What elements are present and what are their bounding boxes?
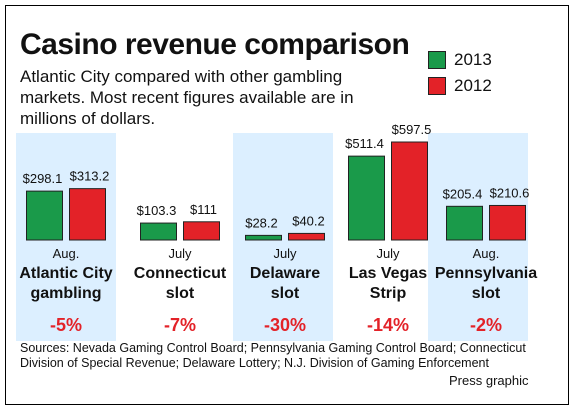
category-sublabel-pennsylvania: slot (472, 285, 501, 302)
chart-subtitle: Atlantic City compared with other gambli… (20, 67, 354, 128)
bar-2013-delaware (245, 234, 282, 241)
bar-2013-connecticut (140, 222, 177, 241)
bar-2012-atlantic-city (69, 188, 106, 241)
month-label-connecticut: July (168, 246, 192, 261)
category-sublabel-las-vegas: Strip (370, 285, 407, 302)
category-sublabel-atlantic-city: gambling (30, 285, 101, 302)
change-label-atlantic-city: -5% (50, 315, 82, 335)
category-label-delaware: Delaware (250, 265, 320, 282)
value-label-2012-pennsylvania: $210.6 (490, 185, 530, 200)
legend-item-2013: 2013 (428, 48, 492, 72)
value-label-2013-pennsylvania: $205.4 (443, 186, 483, 201)
legend-label-2012: 2012 (454, 76, 492, 95)
graphic-frame (5, 5, 569, 405)
category-sublabel-delaware: slot (271, 285, 300, 302)
sources-note: Sources: Nevada Gaming Control Board; Pe… (20, 341, 526, 370)
bar-2012-delaware (288, 232, 325, 241)
month-label-las-vegas: July (376, 246, 400, 261)
bar-2012-las-vegas (391, 141, 428, 241)
credit-line: Press graphic (449, 373, 529, 388)
month-label-delaware: July (273, 246, 297, 261)
bar-2013-pennsylvania (446, 205, 483, 241)
value-label-2012-delaware: $40.2 (292, 213, 325, 228)
bar-2013-atlantic-city (26, 190, 63, 241)
change-label-connecticut: -7% (164, 315, 196, 335)
month-label-atlantic-city: Aug. (53, 246, 80, 261)
chart-title: Casino revenue comparison (20, 28, 410, 61)
value-label-2012-atlantic-city: $313.2 (70, 169, 110, 184)
value-label-2013-connecticut: $103.3 (137, 203, 177, 218)
legend: 2013 2012 (428, 48, 492, 100)
value-label-2013-atlantic-city: $298.1 (23, 171, 63, 186)
bar-2012-connecticut (183, 221, 220, 241)
value-label-2013-las-vegas: $511.4 (345, 136, 384, 151)
value-label-2013-delaware: $28.2 (245, 215, 278, 230)
legend-item-2012: 2012 (428, 74, 492, 98)
change-label-delaware: -30% (264, 315, 306, 335)
value-label-2012-connecticut: $111 (190, 202, 217, 217)
month-label-pennsylvania: Aug. (473, 246, 500, 261)
category-label-connecticut: Connecticut (134, 265, 227, 282)
category-label-las-vegas: Las Vegas (349, 265, 427, 282)
bar-2012-pennsylvania (489, 204, 526, 241)
change-label-pennsylvania: -2% (470, 315, 502, 335)
category-sublabel-connecticut: slot (166, 285, 195, 302)
legend-swatch-2012 (428, 77, 446, 95)
legend-swatch-2013 (428, 51, 446, 69)
legend-label-2013: 2013 (454, 50, 492, 69)
bar-2013-las-vegas (348, 155, 385, 241)
category-label-pennsylvania: Pennsylvania (435, 265, 537, 282)
category-label-atlantic-city: Atlantic City (19, 265, 112, 282)
change-label-las-vegas: -14% (367, 315, 409, 335)
value-label-2012-las-vegas: $597.5 (392, 122, 432, 137)
